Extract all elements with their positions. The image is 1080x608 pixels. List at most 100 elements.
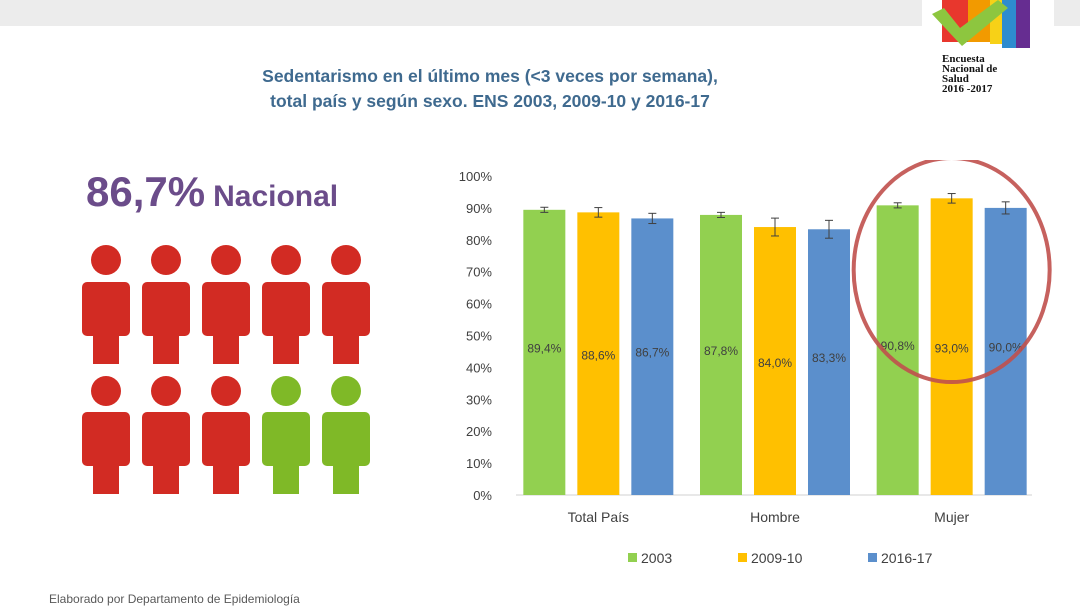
person-legs (93, 460, 119, 494)
logo-bar-blue (1002, 0, 1016, 48)
person-icon-sedentary (142, 376, 190, 494)
y-tick-label: 90% (466, 201, 492, 216)
person-icon-active (262, 376, 310, 494)
error-bar (594, 207, 603, 218)
data-label: 83,3% (812, 351, 846, 365)
bar-2016-17 (631, 218, 674, 495)
person-legs (333, 330, 359, 364)
y-tick-label: 0% (473, 488, 492, 503)
person-head (271, 376, 301, 406)
person-head (91, 376, 121, 406)
bar-2003 (523, 209, 566, 495)
person-head (211, 376, 241, 406)
logo-line-2: Nacional de (942, 63, 998, 75)
person-icon-active (322, 376, 370, 494)
bar-chart: 0% 10% 20% 30% 40% 50% 60% 70% 80% 90% 100% 89,4% 88… (459, 160, 1052, 566)
legend-label: 2003 (641, 550, 672, 566)
person-torso (262, 412, 310, 466)
person-legs (273, 330, 299, 364)
chart-title-line-2: total país y según sexo. ENS 2003, 2009-… (270, 91, 710, 111)
y-tick-label: 40% (466, 360, 492, 375)
person-torso (82, 412, 130, 466)
person-legs (153, 330, 179, 364)
person-torso (202, 282, 250, 336)
person-legs (273, 460, 299, 494)
data-label: 88,6% (581, 349, 615, 363)
person-legs (93, 330, 119, 364)
logo-line-4: 2016 -2017 (942, 83, 993, 95)
person-head (331, 376, 361, 406)
person-icon-sedentary (82, 245, 130, 364)
legend-label: 2009-10 (751, 550, 803, 566)
people-pictogram (82, 245, 370, 494)
logo-line-1: Encuesta (942, 53, 985, 65)
person-legs (333, 460, 359, 494)
y-tick-label: 10% (466, 456, 492, 471)
person-head (151, 245, 181, 275)
person-torso (82, 282, 130, 336)
person-head (331, 245, 361, 275)
x-category-label: Hombre (750, 509, 800, 525)
top-banner (0, 0, 1080, 26)
logo-text: Encuesta Nacional de Salud 2016 -2017 (942, 53, 1038, 95)
y-tick-label: 20% (466, 424, 492, 439)
person-legs (153, 460, 179, 494)
bar-2009-10 (577, 212, 620, 495)
error-bar (893, 202, 902, 209)
person-icon-sedentary (322, 245, 370, 364)
y-tick-label: 50% (466, 329, 492, 344)
logo-line-3: Salud (942, 73, 969, 85)
chart-title-line-1: Sedentarismo en el último mes (<3 veces … (262, 66, 718, 86)
person-head (91, 245, 121, 275)
legend-label: 2016-17 (881, 550, 933, 566)
legend-swatch (628, 553, 637, 562)
y-tick-label: 60% (466, 297, 492, 312)
person-head (271, 245, 301, 275)
person-head (211, 245, 241, 275)
data-label: 90,0% (989, 340, 1023, 354)
national-label: Nacional (213, 180, 339, 213)
person-torso (322, 282, 370, 336)
person-torso (142, 412, 190, 466)
y-tick-label: 70% (466, 265, 492, 280)
person-torso (142, 282, 190, 336)
y-tick-label: 30% (466, 392, 492, 407)
person-torso (262, 282, 310, 336)
error-bar (825, 219, 833, 239)
bar-2009-10 (930, 198, 973, 495)
bar-2009-10 (754, 227, 796, 495)
y-tick-label: 80% (466, 233, 492, 248)
error-bar (1001, 201, 1010, 215)
ens-logo-mark (932, 0, 1030, 48)
person-icon-sedentary (262, 245, 310, 364)
data-label: 86,7% (635, 346, 669, 360)
legend-swatch (738, 553, 747, 562)
person-legs (213, 460, 239, 494)
error-bar (648, 212, 657, 225)
national-headline: 86,7% Nacional (86, 168, 338, 216)
chart-title: Sedentarismo en el último mes (<3 veces … (200, 64, 780, 114)
data-label: 90,8% (881, 339, 915, 353)
error-bar (947, 193, 956, 204)
error-bar (717, 211, 725, 218)
national-percent: 86,7% (86, 168, 206, 215)
data-label: 93,0% (935, 342, 969, 356)
person-torso (202, 412, 250, 466)
x-category-label: Mujer (934, 509, 969, 525)
person-icon-sedentary (202, 245, 250, 364)
person-legs (213, 330, 239, 364)
data-label: 89,4% (527, 341, 561, 355)
logo-bar-purple (1016, 0, 1030, 48)
y-tick-label: 100% (459, 169, 493, 184)
logo-checkmark (932, 0, 1008, 46)
highlight-circle (851, 160, 1052, 384)
data-label: 87,8% (704, 344, 738, 358)
ens-logo: Encuesta Nacional de Salud 2016 -2017 (928, 0, 1038, 100)
bar-2016-17 (808, 229, 850, 495)
error-bar (540, 206, 549, 213)
person-head (151, 376, 181, 406)
legend-swatch (868, 553, 877, 562)
person-icon-sedentary (82, 376, 130, 494)
person-torso (322, 412, 370, 466)
person-icon-sedentary (202, 376, 250, 494)
